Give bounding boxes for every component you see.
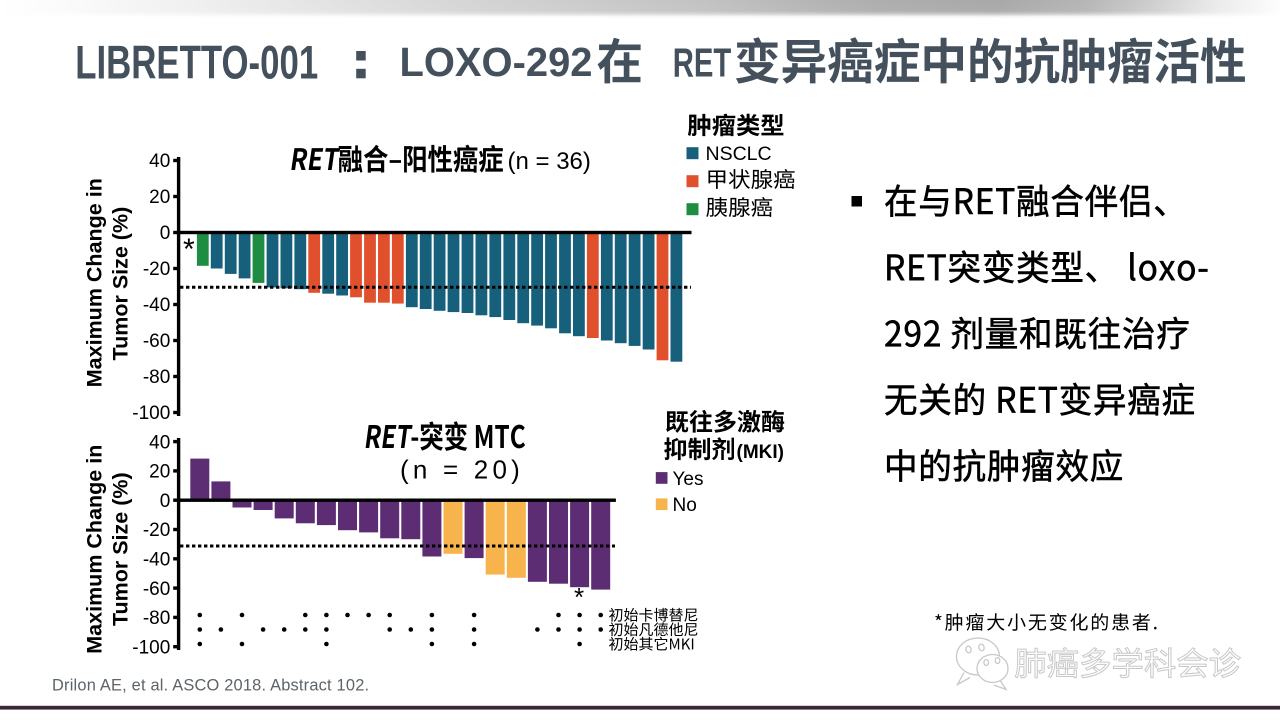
svg-text:LIBRETTO-001: LIBRETTO-001 bbox=[75, 37, 318, 90]
svg-text:Tumor Size (%): Tumor Size (%) bbox=[109, 472, 133, 626]
svg-text:-60: -60 bbox=[143, 579, 170, 600]
svg-text:(n = 36): (n = 36) bbox=[508, 148, 591, 175]
svg-text:-100: -100 bbox=[132, 637, 170, 658]
svg-text:Maximum Change in: Maximum Change in bbox=[83, 445, 107, 654]
svg-text:NSCLC: NSCLC bbox=[706, 143, 772, 165]
svg-text:*: * bbox=[574, 582, 584, 612]
svg-text:-40: -40 bbox=[143, 295, 170, 316]
svg-text:LOXO-292: LOXO-292 bbox=[400, 39, 593, 85]
svg-text:0: 0 bbox=[160, 491, 171, 512]
svg-text:No: No bbox=[673, 495, 697, 516]
svg-text:20: 20 bbox=[149, 462, 170, 483]
svg-text:-100: -100 bbox=[132, 403, 170, 424]
svg-text:RET: RET bbox=[673, 39, 732, 85]
svg-text:-80: -80 bbox=[143, 608, 170, 629]
svg-text:(n = 20): (n = 20) bbox=[400, 455, 524, 485]
svg-text:-20: -20 bbox=[143, 259, 170, 280]
svg-text:Tumor Size (%): Tumor Size (%) bbox=[109, 207, 133, 361]
svg-text:0: 0 bbox=[160, 223, 171, 244]
svg-text:-40: -40 bbox=[143, 550, 170, 571]
svg-text:Yes: Yes bbox=[673, 469, 704, 490]
svg-text:Drilon AE, et al. ASCO 2018. A: Drilon AE, et al. ASCO 2018. Abstract 10… bbox=[52, 677, 369, 695]
svg-text:40: 40 bbox=[149, 151, 170, 172]
svg-text:20: 20 bbox=[149, 187, 170, 208]
svg-text:(MKI): (MKI) bbox=[737, 442, 784, 463]
svg-text:*: * bbox=[183, 233, 195, 266]
svg-text:-60: -60 bbox=[143, 331, 170, 352]
svg-text:40: 40 bbox=[149, 432, 170, 453]
svg-text:Maximum Change in: Maximum Change in bbox=[83, 178, 107, 387]
svg-text:-80: -80 bbox=[143, 367, 170, 388]
svg-text:-20: -20 bbox=[143, 520, 170, 541]
